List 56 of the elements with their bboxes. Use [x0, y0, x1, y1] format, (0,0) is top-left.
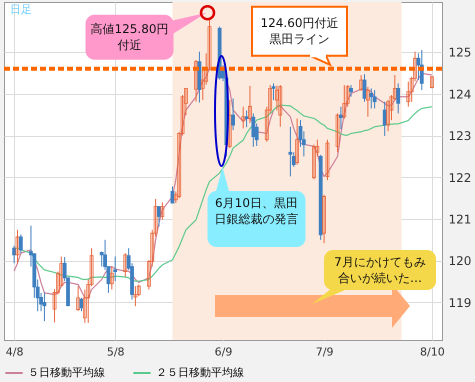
ref-line-label: 124.60円付近黒田ライン [260, 14, 340, 47]
candlestick [322, 194, 326, 244]
y-tick-label: 125 [448, 46, 472, 60]
candlestick [42, 292, 46, 322]
candlestick [231, 98, 236, 131]
candlestick [366, 86, 370, 118]
candlestick [369, 88, 374, 109]
candlestick [278, 84, 282, 128]
candlestick [362, 74, 366, 102]
candlestick [359, 74, 364, 92]
candlestick [244, 110, 248, 128]
y-tick-label: 119 [448, 296, 472, 310]
candlestick [134, 286, 138, 307]
x-tick-label: 6/9 [214, 346, 232, 358]
annotation: 日足 [9, 2, 33, 18]
candlestick [326, 139, 330, 181]
candlestick [272, 82, 276, 101]
annotation: 高値125.80円付近 [90, 20, 170, 53]
candlestick [16, 229, 20, 264]
candlestick [80, 297, 84, 312]
annotation: 7月にかけてもみ合いが続いた… [333, 254, 427, 286]
candlestick [12, 245, 16, 264]
x-tick-label: 8/10 [420, 346, 445, 358]
legend-label: ２５日移動平均線 [156, 366, 244, 379]
candlestick [241, 106, 246, 129]
candlestick [339, 106, 343, 130]
y-tick-label: 122 [448, 170, 472, 185]
y-tick-label: 121 [448, 212, 472, 226]
candlestick [342, 84, 346, 120]
candlestick [194, 60, 198, 102]
candlestick [110, 266, 114, 290]
candlestick [430, 76, 434, 89]
y-tick-label: 123 [448, 129, 472, 144]
candlestick [160, 202, 164, 220]
candlestick [372, 90, 377, 109]
candlestick [349, 84, 353, 98]
candlestick [251, 112, 256, 148]
candlestick [248, 85, 252, 124]
candlestick [113, 256, 118, 282]
x-tick-label: 7/9 [316, 346, 334, 358]
y-tick-label: 120 [448, 254, 472, 268]
candlestick [76, 286, 80, 312]
candlestick [157, 206, 161, 227]
candlestick [123, 252, 128, 278]
x-tick-label: 5/8 [106, 346, 125, 358]
x-tick-label: 4/8 [6, 346, 24, 358]
annotation: 6月10日、黒田日銀総裁の発言 [214, 195, 300, 227]
candlestick [295, 118, 300, 166]
y-tick-label: 124 [448, 87, 472, 102]
legend-label: ５日移動平均線 [28, 366, 105, 379]
candlestick [170, 186, 174, 204]
candlestick [396, 82, 400, 114]
candlestick [18, 234, 23, 254]
candlestick [288, 126, 292, 177]
candlestick [336, 112, 340, 153]
candlestick [228, 100, 232, 149]
